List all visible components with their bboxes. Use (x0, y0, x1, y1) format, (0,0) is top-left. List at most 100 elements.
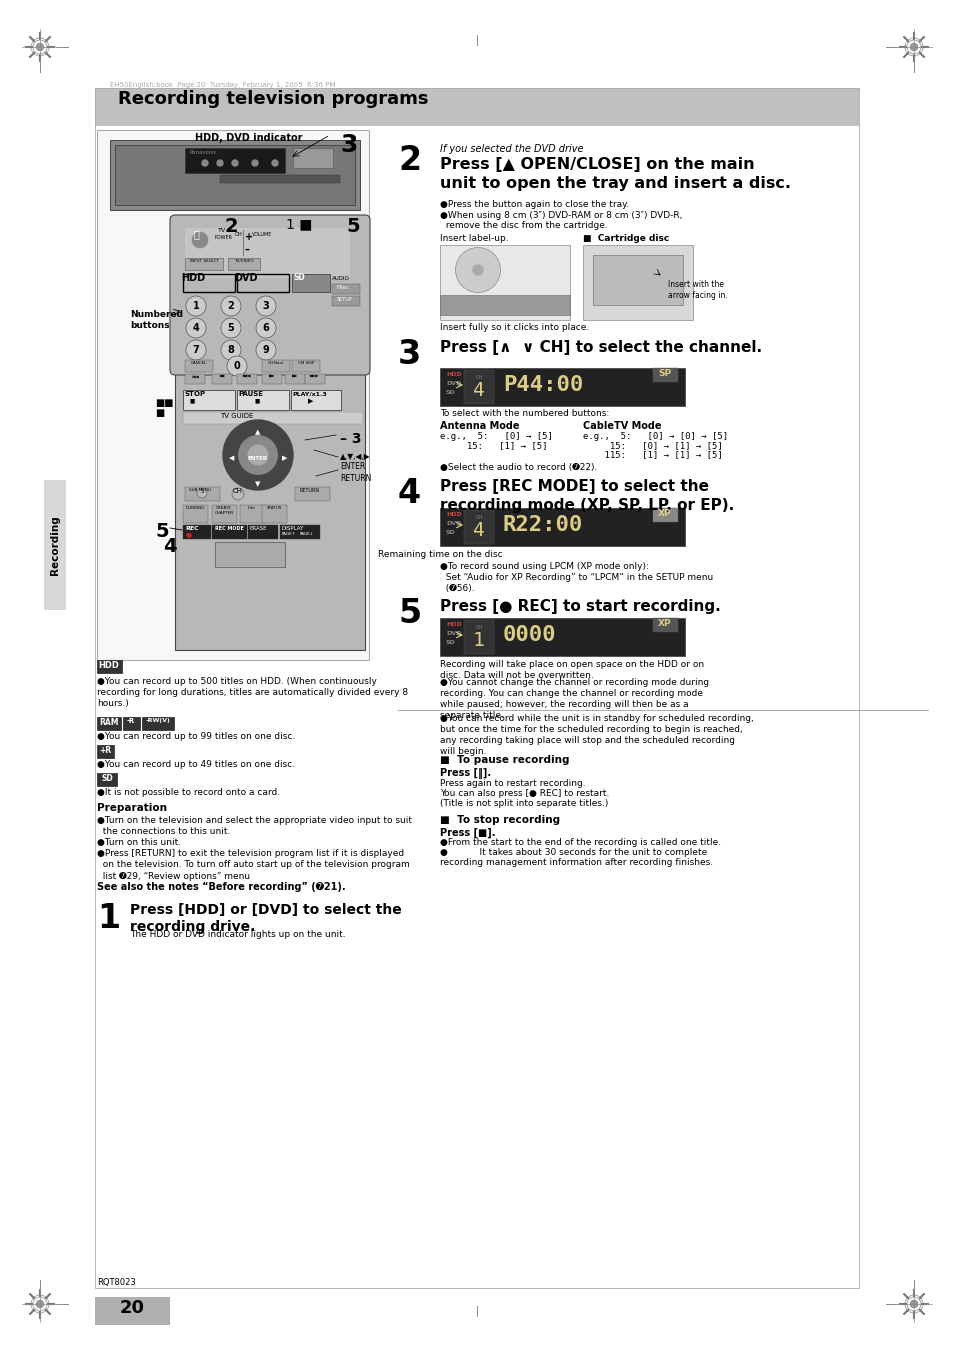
Bar (292, 359, 319, 372)
Bar (463, 620, 494, 654)
Circle shape (202, 159, 208, 166)
Circle shape (186, 317, 206, 338)
Bar (463, 509, 494, 544)
Text: STATUS: STATUS (266, 507, 281, 509)
Text: Recording will take place on open space on the HDD or on
disc. Data will not be : Recording will take place on open space … (439, 661, 703, 680)
Circle shape (186, 340, 206, 359)
Text: Preparation: Preparation (97, 802, 167, 813)
Bar (185, 359, 213, 372)
Bar (262, 505, 287, 523)
FancyBboxPatch shape (170, 215, 370, 376)
Text: 5: 5 (228, 323, 234, 332)
Bar (228, 258, 260, 270)
Text: ENTER: ENTER (248, 457, 268, 462)
Circle shape (232, 488, 244, 500)
Text: XP: XP (658, 509, 671, 517)
Text: REC: REC (185, 526, 198, 531)
Text: 7: 7 (193, 345, 199, 355)
Bar (332, 296, 359, 305)
Text: RQT8023: RQT8023 (97, 1278, 135, 1288)
Text: |◀◀: |◀◀ (191, 376, 198, 380)
Circle shape (36, 1301, 44, 1308)
Text: HDD, DVD indicator: HDD, DVD indicator (194, 132, 302, 143)
Text: SUB MENU: SUB MENU (189, 488, 211, 492)
Text: SD: SD (101, 774, 112, 784)
Text: CM SKIP: CM SKIP (297, 361, 314, 365)
Circle shape (221, 296, 241, 316)
Text: 20: 20 (119, 1300, 144, 1317)
Text: SD: SD (446, 640, 456, 644)
Text: DVD: DVD (234, 273, 257, 282)
Circle shape (192, 232, 208, 249)
Circle shape (252, 159, 257, 166)
Text: CANCEL: CANCEL (191, 361, 207, 365)
Bar (183, 390, 234, 409)
Text: Press [REC MODE] to select the
recording mode (XP, SP, LP, or EP).: Press [REC MODE] to select the recording… (439, 480, 734, 512)
Bar (44, 480, 66, 611)
Bar (185, 228, 350, 278)
Bar (183, 526, 211, 539)
Text: ▲: ▲ (255, 428, 260, 435)
Text: 3: 3 (339, 132, 357, 157)
Text: Recording television programs: Recording television programs (118, 91, 428, 108)
Text: 5: 5 (154, 521, 169, 540)
Bar (110, 141, 359, 209)
Bar (185, 374, 205, 384)
Text: ◀◀◀: ◀◀◀ (242, 376, 252, 380)
Circle shape (238, 436, 277, 474)
Circle shape (248, 446, 268, 465)
Text: DUBBING: DUBBING (185, 507, 204, 509)
Bar (292, 274, 330, 292)
Bar (652, 367, 678, 382)
Circle shape (36, 43, 44, 50)
Text: -R: -R (127, 717, 135, 724)
Text: AUDIO: AUDIO (332, 276, 350, 281)
Bar (439, 295, 569, 315)
Text: RAM: RAM (99, 717, 118, 727)
Bar (582, 245, 692, 320)
Bar (439, 508, 684, 546)
Text: ●           It takes about 30 seconds for the unit to complete: ● It takes about 30 seconds for the unit… (439, 848, 706, 857)
Text: 1: 1 (473, 631, 484, 650)
Text: ▶▶▶: ▶▶▶ (310, 376, 319, 380)
Text: ●Select the audio to record (➐22).: ●Select the audio to record (➐22). (439, 463, 597, 471)
Circle shape (227, 357, 247, 376)
Text: Info: Info (248, 507, 255, 509)
Text: ●You cannot change the channel or recording mode during
recording. You can chang: ●You cannot change the channel or record… (439, 678, 708, 720)
Bar (236, 374, 256, 384)
Bar (212, 505, 236, 523)
Text: R22:00: R22:00 (502, 515, 582, 535)
Bar (439, 367, 684, 407)
Bar (95, 88, 858, 1288)
Text: S: S (200, 489, 204, 494)
Circle shape (186, 296, 206, 316)
Text: PAUSE: PAUSE (237, 390, 263, 397)
Circle shape (216, 159, 223, 166)
Text: ●When using 8 cm (3″) DVD-RAM or 8 cm (3″) DVD-R,: ●When using 8 cm (3″) DVD-RAM or 8 cm (3… (439, 211, 681, 220)
Text: Press [∧  ∨ CH] to select the channel.: Press [∧ ∨ CH] to select the channel. (439, 340, 761, 355)
Text: ◀◀: ◀◀ (218, 376, 225, 380)
Circle shape (232, 159, 237, 166)
Text: EH50English.book  Page 20  Tuesday, February 1, 2005  6:36 PM: EH50English.book Page 20 Tuesday, Februa… (110, 82, 335, 88)
Text: Press [HDD] or [DVD] to select the
recording drive.: Press [HDD] or [DVD] to select the recor… (130, 902, 401, 935)
Text: 3: 3 (262, 301, 269, 311)
Text: – 3: – 3 (339, 432, 361, 446)
Text: e.g.,  5:   [0] → [5]: e.g., 5: [0] → [5] (439, 432, 553, 440)
Text: ▼: ▼ (255, 481, 260, 488)
Text: ⭘: ⭘ (193, 230, 199, 239)
Text: ●Turn on the television and select the appropriate video input to suit
  the con: ●Turn on the television and select the a… (97, 816, 412, 881)
Text: XP: XP (658, 619, 671, 628)
Circle shape (272, 159, 277, 166)
Bar (236, 274, 289, 292)
Text: ■  To pause recording: ■ To pause recording (439, 755, 569, 765)
Text: CH: CH (475, 626, 482, 630)
Text: ▶▶: ▶▶ (269, 376, 274, 380)
Text: If you selected the DVD drive: If you selected the DVD drive (439, 145, 583, 154)
Text: DISPLAY: DISPLAY (282, 526, 304, 531)
Text: POWER: POWER (214, 235, 233, 240)
Text: CREATE
CHAPTER: CREATE CHAPTER (214, 507, 233, 515)
Text: 4: 4 (473, 521, 484, 540)
Text: Press [● REC] to start recording.: Press [● REC] to start recording. (439, 598, 720, 613)
Bar (183, 274, 234, 292)
Text: TV: TV (218, 228, 226, 232)
